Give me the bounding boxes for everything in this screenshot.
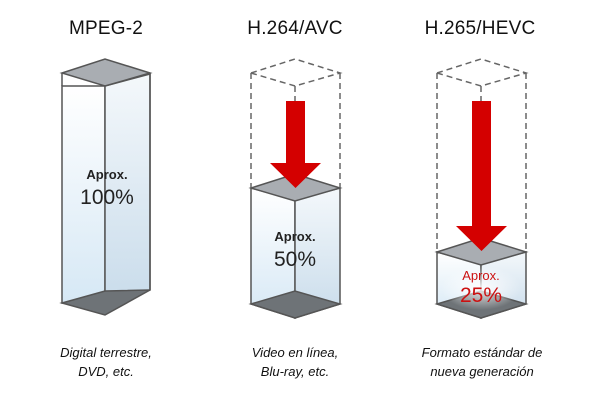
caption-line: nueva generación [430, 364, 534, 379]
caption-h265: Formato estándar de nueva generación [392, 343, 572, 381]
label-h265: Aprox. 25% [401, 268, 561, 308]
percent-value: 100% [80, 186, 134, 209]
caption-line: Digital terrestre, [60, 345, 152, 360]
caption-h264: Video en línea, Blu-ray, etc. [205, 343, 385, 381]
prism-h264 [248, 58, 343, 320]
label-h264: Aprox. 50% [215, 229, 375, 272]
arrow-down-icon [270, 101, 321, 188]
percent-value: 25% [459, 284, 503, 307]
prism-h265-ghost [434, 58, 529, 262]
approx-label: Aprox. [462, 268, 500, 283]
prism-h264-bottom [248, 290, 343, 319]
prism-h265 [434, 58, 529, 320]
title-h264: H.264/AVC [247, 18, 343, 39]
prism-h265-top [434, 237, 529, 266]
caption-line: DVD, etc. [78, 364, 134, 379]
approx-label: Aprox. [274, 229, 316, 244]
approx-label: Aprox. [86, 167, 128, 182]
title-mpeg2: MPEG-2 [68, 18, 144, 39]
prism-mpeg2 [59, 58, 153, 316]
arrow-down-icon [456, 101, 507, 251]
caption-line: Video en línea, [251, 345, 339, 360]
caption-mpeg2: Digital terrestre, DVD, etc. [16, 343, 196, 381]
percent-value: 50% [273, 248, 317, 271]
label-mpeg2: Aprox. 100% [27, 167, 187, 210]
caption-line: Blu-ray, etc. [260, 364, 330, 379]
caption-line: Formato estándar de [421, 345, 543, 360]
title-h265: H.265/HEVC [424, 18, 536, 39]
